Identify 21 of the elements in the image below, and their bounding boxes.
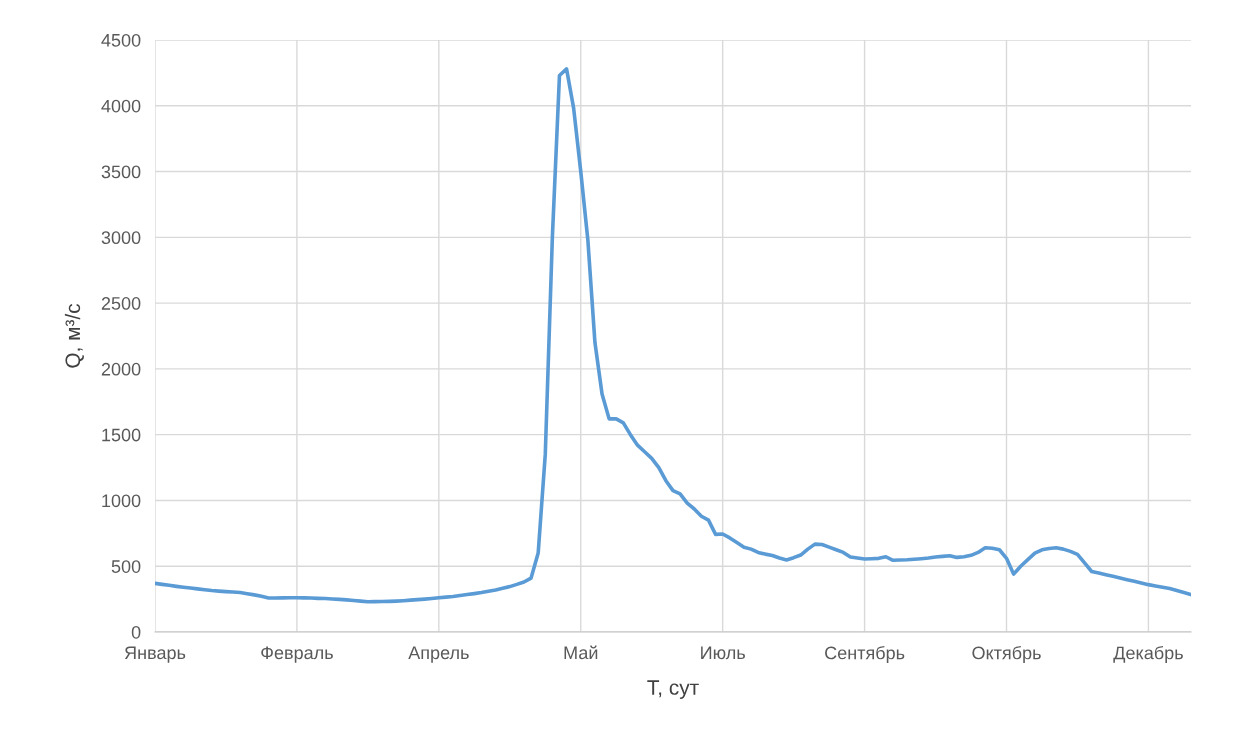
line-series xyxy=(155,67,1191,604)
x-tick-label: Январь xyxy=(124,646,186,663)
x-tick-label: Май xyxy=(564,645,598,660)
y-tick-label: 4500 xyxy=(101,33,141,47)
x-tick-label: Декабрь xyxy=(1113,645,1183,663)
y-tick-label: 0 xyxy=(131,625,141,639)
y-tick-label: 2000 xyxy=(101,362,141,376)
x-tick-label: Октябрь xyxy=(972,645,1041,663)
x-tick-label: Сентябрь xyxy=(825,645,905,663)
y-tick-label: 1500 xyxy=(102,428,141,442)
x-tick-label: Апрель xyxy=(408,646,469,663)
x-tick-label: Июль xyxy=(701,646,745,660)
y-tick-label: 3500 xyxy=(101,165,141,179)
y-tick-label: 4000 xyxy=(101,99,141,113)
y-tick-label: 3000 xyxy=(101,231,141,245)
y-tick-label: 2500 xyxy=(101,297,141,310)
y-tick-label: 500 xyxy=(111,560,141,573)
y-tick-label: 1000 xyxy=(102,494,141,508)
x-axis-title: T, сут xyxy=(647,680,699,699)
x-tick-label: Февраль xyxy=(261,646,333,663)
y-axis-title: Q, м³/с xyxy=(64,303,84,368)
